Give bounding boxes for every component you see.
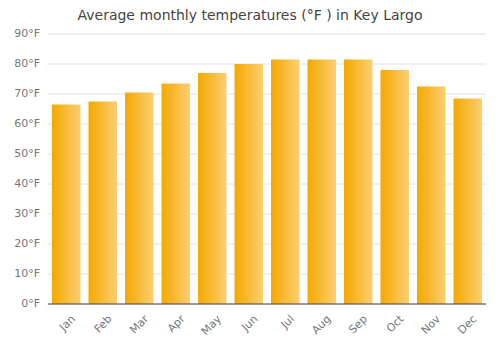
x-tick-label: Jun (238, 313, 260, 335)
grid-line (48, 34, 486, 35)
bar (52, 105, 80, 305)
chart-title: Average monthly temperatures (°F ) in Ke… (77, 7, 422, 23)
plot-area: 0°F 10°F 20°F 30°F 40°F 50°F 60°F 70°F 80°F 90°F J… (14, 27, 486, 338)
x-tick-label: Jan (56, 313, 78, 335)
y-tick-label: 10°F (14, 267, 40, 280)
bar (271, 60, 299, 305)
x-tick-label: Dec (455, 313, 479, 337)
bar (417, 87, 445, 305)
y-tick-label: 90°F (14, 27, 40, 40)
x-tick-label: Mar (127, 312, 151, 336)
x-axis: Jan Feb Mar Apr May Jun Jul Aug Sep Oct Nov Dec (56, 312, 479, 338)
bar (125, 93, 153, 305)
bar (235, 64, 263, 304)
bar (381, 70, 409, 304)
bar (89, 102, 117, 305)
y-tick-label: 40°F (14, 177, 40, 190)
page: {"chart_data": {"type": "bar", "title": … (0, 0, 500, 350)
grid-line (48, 64, 486, 65)
x-tick-label: Oct (384, 312, 407, 335)
x-tick-label: May (199, 312, 225, 338)
bar (308, 60, 336, 305)
y-tick-label: 80°F (14, 57, 40, 70)
y-tick-label: 30°F (14, 207, 40, 220)
y-tick-label: 0°F (21, 297, 40, 310)
x-tick-label: Sep (346, 313, 370, 337)
x-tick-label: Apr (165, 312, 188, 335)
x-tick-label: Nov (419, 312, 444, 337)
bar (344, 60, 372, 305)
bar (198, 73, 226, 304)
y-tick-label: 20°F (14, 237, 40, 250)
y-tick-label: 70°F (14, 87, 40, 100)
x-tick-label: Feb (92, 313, 115, 336)
grid-line (48, 304, 486, 305)
y-grid (48, 34, 486, 304)
y-axis: 0°F 10°F 20°F 30°F 40°F 50°F 60°F 70°F 80°F 90°F (14, 27, 40, 310)
y-tick-label: 60°F (14, 117, 40, 130)
bar (454, 99, 482, 305)
chart-svg: 0°F 10°F 20°F 30°F 40°F 50°F 60°F 70°F 80°F 90°F J… (0, 0, 500, 350)
y-tick-label: 50°F (14, 147, 40, 160)
chart-container: 0°F 10°F 20°F 30°F 40°F 50°F 60°F 70°F 80°F 90°F J… (0, 0, 500, 350)
bars (52, 60, 482, 305)
bar (162, 84, 190, 305)
x-tick-label: Aug (309, 313, 333, 337)
x-axis-line (48, 304, 486, 305)
x-tick-label: Jul (278, 313, 297, 332)
